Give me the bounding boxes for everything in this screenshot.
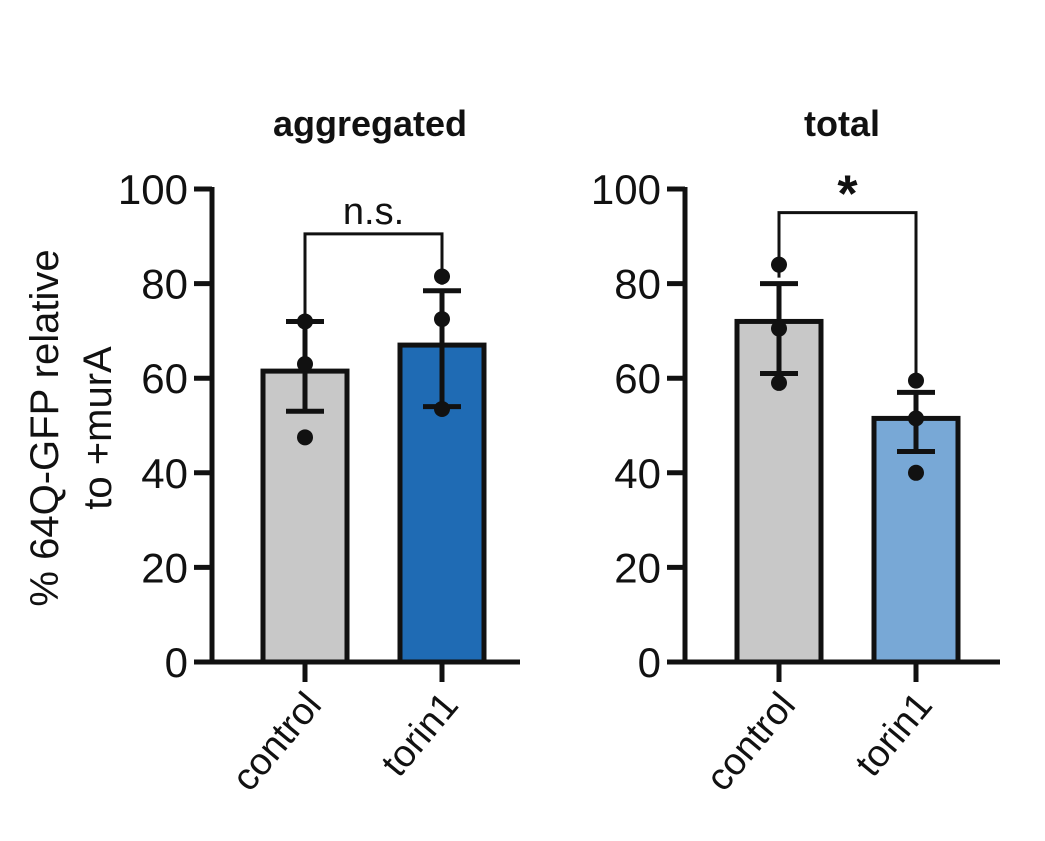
- data-point-torin1: [908, 464, 924, 481]
- panel-aggregated: aggregated 0 20 40 60 80 100 control torin1 n.s.: [118, 103, 520, 799]
- data-point-control: [297, 429, 313, 446]
- y-tick-label: 60: [614, 355, 661, 402]
- y-axis-label-line2: to +murA: [76, 346, 120, 510]
- y-tick-label: 20: [614, 544, 661, 591]
- y-tick-label: 80: [614, 261, 661, 308]
- y-tick-label: 40: [141, 450, 188, 497]
- y-tick-label: 0: [638, 639, 661, 686]
- significance-bracket: [303, 232, 444, 316]
- data-point-control: [771, 374, 787, 391]
- chart-title: aggregated: [273, 103, 467, 144]
- significance-bracket: [777, 211, 918, 387]
- data-point-control: [297, 356, 313, 373]
- data-point-torin1: [434, 311, 450, 328]
- x-tick-label-torin1: torin1: [848, 685, 941, 785]
- data-point-control: [771, 320, 787, 337]
- bar-torin1: [871, 415, 961, 665]
- significance-label: *: [837, 166, 858, 224]
- y-tick-label: 60: [141, 355, 188, 402]
- y-tick-label: 0: [165, 639, 188, 686]
- bar-control: [260, 368, 350, 665]
- chart-title: total: [804, 103, 880, 144]
- y-tick-label: 20: [141, 544, 188, 591]
- x-tick-label-control: control: [698, 685, 803, 799]
- y-tick-label: 100: [591, 166, 661, 213]
- y-tick-label: 40: [614, 450, 661, 497]
- x-tick-label-control: control: [224, 685, 329, 799]
- y-tick-label: 80: [141, 261, 188, 308]
- panel-total: total 0 20 40 60 80 100 control torin1 *: [591, 103, 1000, 799]
- data-point-control: [297, 313, 313, 330]
- data-point-torin1: [908, 410, 924, 427]
- y-axis-label-line1: % 64Q-GFP relative: [23, 249, 67, 606]
- data-point-torin1: [434, 400, 450, 417]
- x-tick-label-torin1: torin1: [374, 685, 467, 785]
- y-tick-label: 100: [118, 166, 188, 213]
- significance-label: n.s.: [343, 191, 404, 233]
